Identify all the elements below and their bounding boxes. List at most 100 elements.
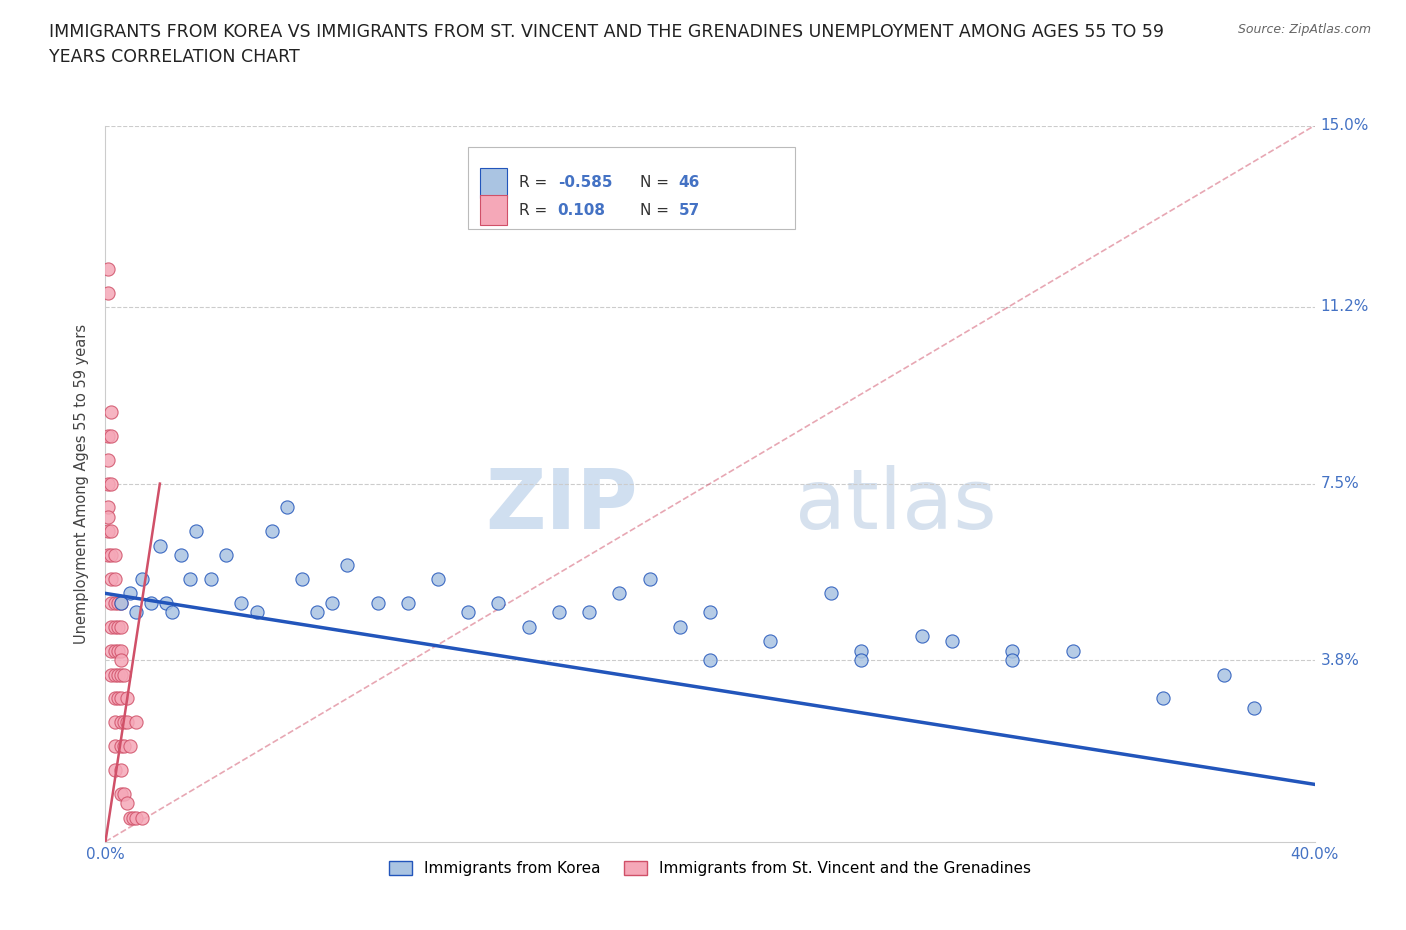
Point [291, 572, 314, 587]
Point [115, 715, 138, 730]
Point [669, 619, 692, 634]
Point [321, 595, 343, 610]
Point [260, 524, 283, 538]
Point [911, 629, 934, 644]
Point [103, 738, 125, 753]
Point [578, 605, 600, 620]
Point [97, 286, 120, 300]
Point [100, 595, 122, 610]
Point [97, 261, 120, 276]
Point [115, 796, 138, 811]
Point [110, 644, 132, 658]
Text: 11.2%: 11.2% [1320, 299, 1369, 314]
Point [699, 605, 721, 620]
Point [97, 429, 120, 444]
Point [112, 738, 135, 753]
Point [131, 572, 153, 587]
Point [100, 619, 122, 634]
Point [110, 595, 132, 610]
Point [131, 810, 153, 825]
Point [103, 644, 125, 658]
Point [121, 810, 143, 825]
Point [820, 586, 842, 601]
Point [112, 787, 135, 802]
Point [97, 452, 120, 467]
Point [155, 595, 177, 610]
Point [186, 524, 208, 538]
Point [1062, 644, 1084, 658]
Point [118, 738, 141, 753]
Point [100, 429, 122, 444]
Point [110, 691, 132, 706]
Point [107, 595, 129, 610]
Point [110, 738, 132, 753]
Point [103, 548, 125, 563]
Point [1212, 667, 1236, 682]
Point [1243, 700, 1265, 715]
FancyBboxPatch shape [481, 195, 508, 225]
Point [366, 595, 388, 610]
Point [97, 510, 120, 525]
Point [107, 667, 129, 682]
Text: R =: R = [519, 203, 553, 218]
Y-axis label: Unemployment Among Ages 55 to 59 years: Unemployment Among Ages 55 to 59 years [75, 324, 90, 644]
Point [517, 619, 540, 634]
Text: -0.585: -0.585 [558, 176, 612, 191]
Text: N =: N = [640, 176, 673, 191]
Point [307, 605, 329, 620]
Point [97, 524, 120, 538]
Point [110, 787, 132, 802]
Point [100, 667, 122, 682]
Point [107, 691, 129, 706]
Point [170, 548, 193, 563]
Text: R =: R = [519, 176, 553, 191]
Point [100, 644, 122, 658]
Point [179, 572, 201, 587]
Text: YEARS CORRELATION CHART: YEARS CORRELATION CHART [49, 48, 299, 66]
Point [276, 500, 298, 515]
Point [100, 405, 122, 419]
Point [100, 548, 122, 563]
Point [548, 605, 571, 620]
Point [107, 644, 129, 658]
Point [112, 667, 135, 682]
Text: 0.108: 0.108 [558, 203, 606, 218]
Point [759, 633, 782, 648]
Point [103, 572, 125, 587]
FancyBboxPatch shape [481, 167, 508, 198]
Point [110, 667, 132, 682]
Point [1153, 691, 1175, 706]
Text: 3.8%: 3.8% [1320, 653, 1360, 668]
Point [849, 653, 872, 668]
Point [110, 595, 132, 610]
Point [488, 595, 510, 610]
FancyBboxPatch shape [468, 147, 794, 230]
Point [396, 595, 419, 610]
Point [97, 548, 120, 563]
Text: 57: 57 [679, 203, 700, 218]
Point [638, 572, 661, 587]
Point [231, 595, 253, 610]
Point [609, 586, 631, 601]
Point [849, 644, 872, 658]
Text: ZIP: ZIP [485, 465, 637, 546]
Point [124, 810, 148, 825]
Point [336, 557, 359, 572]
Point [246, 605, 269, 620]
Point [1001, 644, 1024, 658]
Point [107, 619, 129, 634]
Point [215, 548, 238, 563]
Point [100, 476, 122, 491]
Point [115, 691, 138, 706]
Point [139, 595, 162, 610]
Text: IMMIGRANTS FROM KOREA VS IMMIGRANTS FROM ST. VINCENT AND THE GRENADINES UNEMPLOY: IMMIGRANTS FROM KOREA VS IMMIGRANTS FROM… [49, 23, 1164, 41]
Point [110, 619, 132, 634]
Point [118, 586, 141, 601]
Text: 15.0%: 15.0% [1320, 118, 1369, 133]
Point [149, 538, 172, 553]
Point [97, 476, 120, 491]
Text: 7.5%: 7.5% [1320, 476, 1360, 491]
Point [103, 667, 125, 682]
Text: N =: N = [640, 203, 673, 218]
Text: Source: ZipAtlas.com: Source: ZipAtlas.com [1237, 23, 1371, 36]
